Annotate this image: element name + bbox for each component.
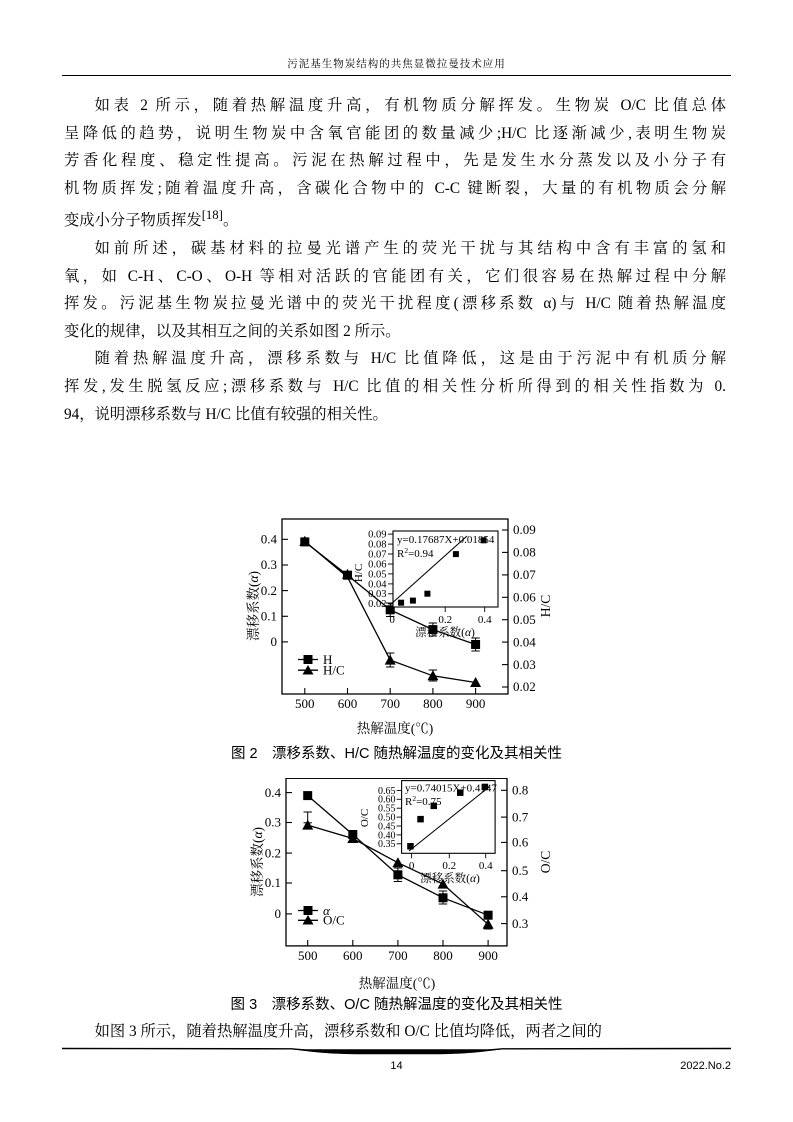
svg-text:0.4: 0.4	[265, 785, 282, 800]
svg-text:900: 900	[478, 948, 498, 963]
svg-text:0.1: 0.1	[265, 875, 281, 890]
svg-text:漂移系数(α): 漂移系数(α)	[415, 625, 475, 639]
svg-text:0.06: 0.06	[513, 590, 536, 605]
svg-text:0.03: 0.03	[513, 657, 536, 672]
svg-text:500: 500	[295, 696, 315, 711]
svg-text:0.1: 0.1	[261, 609, 277, 624]
svg-text:0.2: 0.2	[438, 614, 452, 626]
svg-text:O/C: O/C	[359, 809, 371, 827]
svg-text:700: 700	[388, 948, 408, 963]
svg-text:700: 700	[380, 696, 400, 711]
svg-text:0.5: 0.5	[512, 863, 528, 878]
svg-text:600: 600	[343, 948, 363, 963]
svg-text:0.8: 0.8	[512, 783, 528, 798]
svg-text:800: 800	[423, 696, 443, 711]
svg-text:0.4: 0.4	[479, 860, 493, 872]
svg-text:600: 600	[338, 696, 358, 711]
svg-text:H/C: H/C	[538, 595, 553, 618]
svg-text:0: 0	[275, 906, 282, 921]
svg-text:0.04: 0.04	[513, 634, 536, 649]
svg-text:0.2: 0.2	[442, 860, 456, 872]
svg-text:O/C: O/C	[323, 913, 345, 928]
svg-text:0.4: 0.4	[478, 614, 492, 626]
svg-text:O/C: O/C	[538, 851, 553, 874]
svg-text:漂移系数(α): 漂移系数(α)	[420, 871, 480, 885]
svg-text:0.02: 0.02	[513, 679, 536, 694]
svg-text:0.3: 0.3	[512, 916, 528, 931]
svg-text:0.35: 0.35	[378, 839, 396, 850]
svg-text:900: 900	[466, 696, 486, 711]
svg-text:0.05: 0.05	[513, 612, 536, 627]
svg-text:0.3: 0.3	[265, 815, 281, 830]
svg-text:漂移系数(α): 漂移系数(α)	[249, 827, 265, 897]
svg-text:800: 800	[433, 948, 453, 963]
svg-text:H/C: H/C	[353, 564, 365, 582]
svg-text:0.2: 0.2	[261, 583, 277, 598]
svg-text:漂移系数(α): 漂移系数(α)	[245, 571, 261, 641]
svg-text:0.6: 0.6	[512, 835, 529, 850]
svg-text:0.7: 0.7	[512, 809, 529, 824]
svg-text:0.07: 0.07	[513, 567, 536, 582]
svg-text:0.02: 0.02	[368, 599, 386, 610]
svg-text:热解温度(℃): 热解温度(℃)	[357, 720, 434, 736]
svg-text:0: 0	[409, 860, 415, 872]
svg-text:y=0.17687X+0.01854: y=0.17687X+0.01854	[397, 534, 495, 546]
svg-text:0.2: 0.2	[265, 845, 281, 860]
svg-text:0.4: 0.4	[261, 532, 278, 547]
svg-text:0.3: 0.3	[261, 557, 277, 572]
svg-text:0: 0	[271, 634, 278, 649]
svg-text:R2=0.94: R2=0.94	[397, 546, 434, 561]
svg-text:0: 0	[389, 614, 395, 626]
svg-text:H/C: H/C	[323, 663, 345, 678]
svg-text:0.08: 0.08	[513, 545, 536, 560]
svg-text:热解温度(℃): 热解温度(℃)	[359, 975, 436, 991]
svg-text:0.09: 0.09	[513, 522, 536, 537]
svg-text:500: 500	[298, 948, 318, 963]
svg-text:0.4: 0.4	[512, 889, 529, 904]
